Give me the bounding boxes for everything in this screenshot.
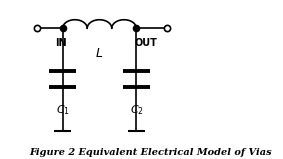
- Text: IN: IN: [55, 38, 67, 48]
- Text: $C_2$: $C_2$: [130, 104, 144, 117]
- Text: Figure 2 Equivalent Electrical Model of Vias: Figure 2 Equivalent Electrical Model of …: [29, 148, 271, 157]
- Text: OUT: OUT: [134, 38, 157, 48]
- Text: $C_1$: $C_1$: [56, 104, 70, 117]
- Text: $L$: $L$: [95, 47, 104, 60]
